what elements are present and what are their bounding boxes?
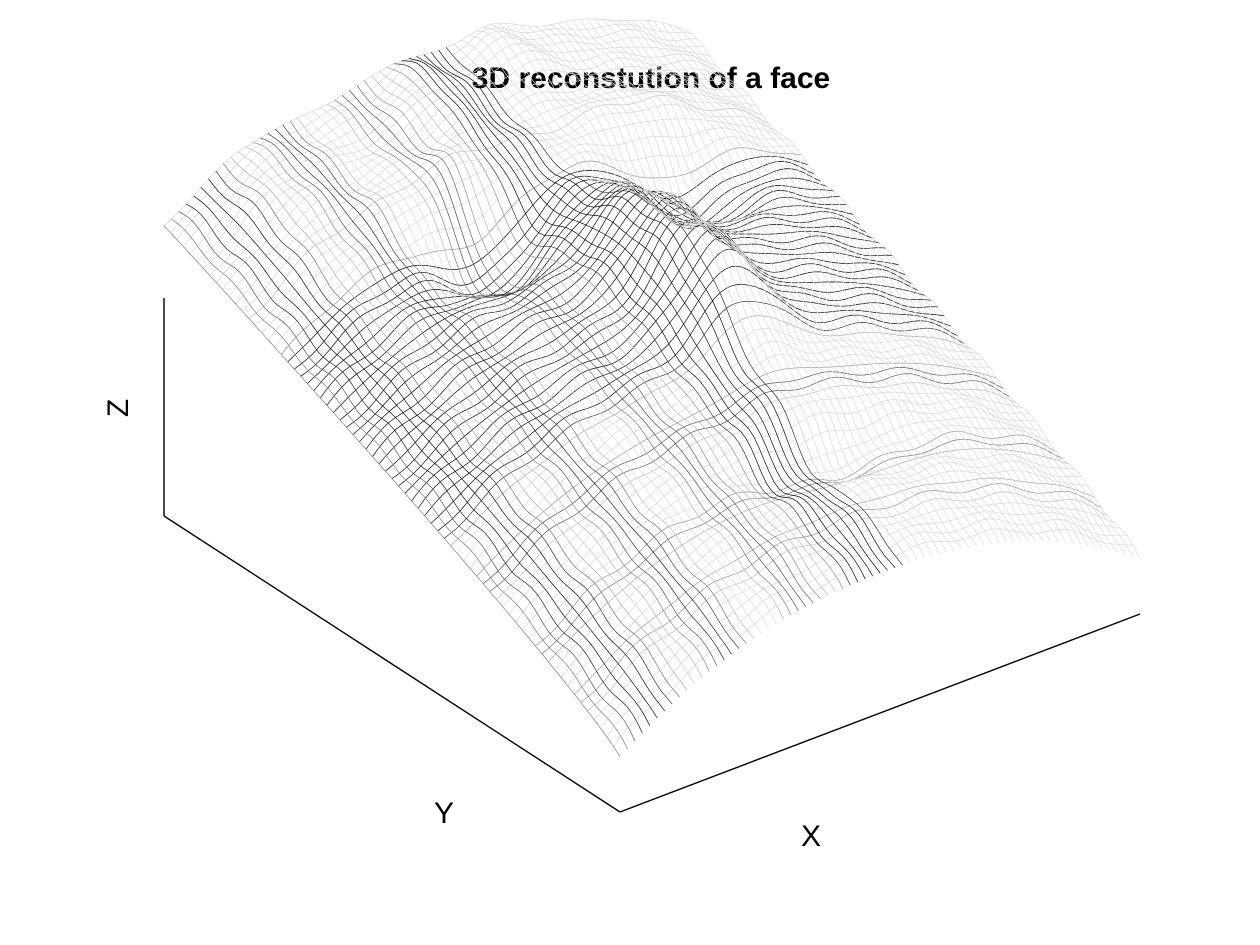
- mesh-column-line: [379, 71, 836, 593]
- mesh-column-line: [230, 157, 688, 691]
- mesh-column-line: [661, 22, 1119, 553]
- mesh-column-line: [431, 52, 888, 571]
- mesh-column-line: [653, 20, 1111, 551]
- face-surface-mesh: [163, 18, 1141, 758]
- mesh-column-line: [542, 25, 1000, 544]
- x-axis-label: X: [801, 820, 821, 853]
- mesh-column-line: [312, 110, 769, 629]
- mesh-column-line: [416, 56, 873, 577]
- mesh-column-line: [616, 20, 1074, 544]
- mesh-column-line: [527, 25, 985, 545]
- mesh-column-line: [423, 54, 881, 574]
- mesh-column-line: [193, 195, 651, 726]
- y-axis-line: [163, 515, 621, 813]
- mesh-column-line: [520, 24, 977, 547]
- axes-box: [163, 298, 1141, 813]
- mesh-column-line: [401, 60, 859, 583]
- mesh-column-line: [535, 25, 992, 544]
- x-axis-line: [619, 613, 1141, 813]
- mesh-column-line: [646, 19, 1104, 549]
- mesh-column-line: [624, 20, 1081, 545]
- mesh-column-line: [260, 137, 717, 666]
- mesh-column-line: [178, 211, 636, 742]
- mesh-column-line: [572, 19, 1029, 542]
- mesh-column-line: [386, 67, 844, 589]
- mesh-column-line: [475, 30, 933, 557]
- mesh-column-line: [639, 19, 1096, 548]
- mesh-column-line: [587, 18, 1044, 542]
- mesh-column-line: [245, 146, 703, 678]
- z-axis-label: Z: [102, 399, 135, 417]
- mesh-column-line: [163, 225, 621, 758]
- mesh-column-line: [215, 170, 673, 705]
- mesh-column-line: [609, 19, 1067, 543]
- mesh-column-line: [564, 21, 1022, 542]
- mesh-column-line: [371, 75, 829, 596]
- mesh-column-line: [171, 218, 628, 750]
- mesh-column-line: [349, 90, 807, 608]
- mesh-column-line: [408, 58, 866, 580]
- mesh-column-line: [304, 114, 762, 634]
- mesh-column-line: [267, 133, 725, 660]
- mesh-column-line: [319, 107, 777, 625]
- mesh-column-line: [683, 28, 1141, 560]
- mesh-column-line: [579, 18, 1037, 542]
- mesh-column-line: [208, 178, 665, 712]
- mesh-column-line: [549, 24, 1007, 543]
- mesh-column-line: [468, 35, 925, 559]
- mesh-column-line: [356, 85, 814, 604]
- mesh-column-line: [289, 120, 747, 644]
- chart-title: 3D reconstution of a face: [472, 62, 830, 95]
- mesh-column-line: [505, 22, 963, 549]
- mesh-column-line: [557, 23, 1015, 542]
- mesh-column-line: [676, 26, 1133, 557]
- mesh-column-line: [631, 19, 1089, 546]
- mesh-column-line: [223, 163, 680, 698]
- mesh-column-line: [364, 80, 821, 600]
- mesh-column-line: [334, 99, 792, 616]
- mesh-column-line: [490, 24, 948, 553]
- mesh-column-line: [512, 23, 970, 548]
- mesh-column-line: [185, 203, 643, 734]
- mesh-column-line: [237, 151, 695, 685]
- y-axis-label: Y: [434, 797, 454, 830]
- mesh-column-line: [341, 95, 799, 612]
- mesh-column-line: [594, 18, 1052, 542]
- mesh-column-line: [275, 128, 732, 655]
- mesh-column-line: [327, 103, 784, 620]
- mesh-column-line: [393, 63, 851, 586]
- mesh-column-line: [282, 124, 740, 649]
- mesh-column-line: [200, 187, 658, 719]
- mesh-column-line: [438, 49, 896, 568]
- mesh-column-line: [601, 19, 1059, 543]
- mesh-column-line: [497, 22, 955, 551]
- mesh-column-line: [453, 43, 911, 563]
- mesh-column-line: [668, 24, 1126, 555]
- mesh-column-line: [252, 142, 710, 672]
- mesh-column-line: [297, 117, 755, 639]
